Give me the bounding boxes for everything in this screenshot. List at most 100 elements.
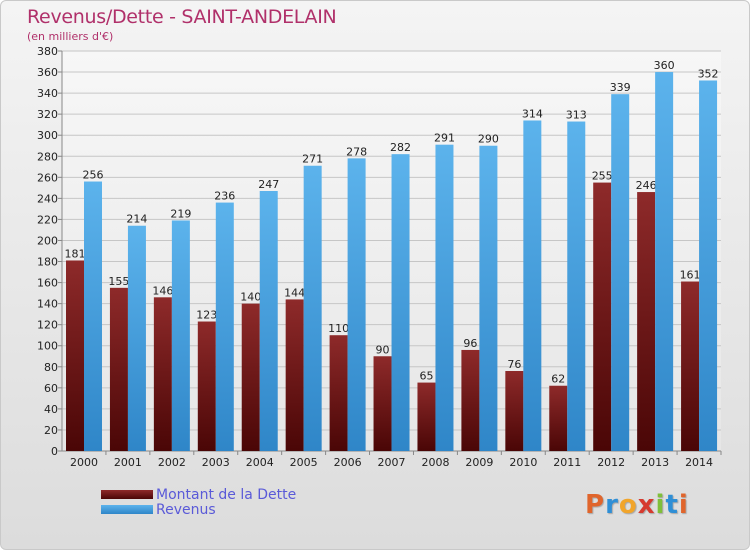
y-tick-label: 120 — [37, 319, 58, 332]
x-tick-label-2005: 2005 — [290, 456, 318, 469]
data-label-revenus-2009: 290 — [478, 133, 499, 146]
y-tick-label: 140 — [37, 298, 58, 311]
x-tick-label-2004: 2004 — [246, 456, 274, 469]
bar-revenus-2014 — [699, 80, 718, 451]
data-label-revenus-2008: 291 — [434, 132, 455, 145]
bar-revenus-2007 — [391, 154, 410, 451]
logo-letter: x — [637, 490, 656, 520]
bar-dette-2013 — [637, 192, 656, 452]
data-label-revenus-2011: 313 — [566, 109, 587, 122]
y-tick-label: 280 — [37, 150, 58, 163]
proxiti-logo: Proxiti — [585, 490, 689, 520]
bar-dette-2010 — [505, 371, 524, 451]
data-label-revenus-2002: 219 — [170, 207, 191, 220]
y-tick-label: 380 — [37, 45, 58, 58]
legend-swatch-revenus — [101, 505, 153, 514]
data-label-dette-2012: 255 — [592, 170, 613, 183]
x-tick-label-2003: 2003 — [202, 456, 230, 469]
data-label-revenus-2001: 214 — [126, 213, 147, 226]
bar-dette-2003 — [197, 321, 216, 451]
x-tick-label-2006: 2006 — [334, 456, 362, 469]
data-label-dette-2011: 62 — [551, 373, 565, 386]
y-tick-label: 180 — [37, 256, 58, 269]
data-label-revenus-2010: 314 — [522, 107, 543, 120]
data-label-revenus-2004: 247 — [258, 178, 279, 191]
bar-dette-2005 — [285, 299, 304, 451]
data-label-revenus-2014: 352 — [698, 67, 719, 80]
y-tick-label: 220 — [37, 213, 58, 226]
logo-letter: r — [605, 490, 619, 520]
y-tick-label: 340 — [37, 87, 58, 100]
bar-dette-2014 — [681, 281, 700, 451]
bar-revenus-2000 — [84, 181, 102, 452]
logo-letter: t — [665, 490, 679, 520]
bar-dette-2012 — [593, 182, 612, 451]
y-tick-label: 260 — [37, 171, 58, 184]
y-tick-label: 320 — [37, 108, 58, 121]
y-tick-label: 80 — [44, 361, 58, 374]
bar-revenus-2001 — [127, 225, 146, 451]
data-label-revenus-2003: 236 — [214, 190, 235, 203]
bar-revenus-2011 — [567, 121, 586, 452]
bar-revenus-2006 — [347, 158, 366, 452]
data-label-revenus-2006: 278 — [346, 145, 367, 158]
data-label-dette-2001: 155 — [108, 275, 129, 288]
data-label-dette-2003: 123 — [196, 309, 217, 322]
y-tick-label: 100 — [37, 340, 58, 353]
legend-label-revenus: Revenus — [156, 502, 216, 518]
data-label-revenus-2012: 339 — [610, 81, 631, 94]
data-label-dette-2007: 90 — [376, 343, 390, 356]
bar-dette-2000 — [66, 260, 84, 451]
x-tick-label-2008: 2008 — [421, 456, 449, 469]
data-label-dette-2005: 144 — [284, 286, 305, 299]
bar-dette-2004 — [241, 303, 260, 451]
bar-dette-2002 — [153, 297, 172, 451]
data-label-revenus-2007: 282 — [390, 141, 411, 154]
chart-title: Revenus/Dette - SAINT-ANDELAIN — [27, 6, 337, 28]
bar-dette-2001 — [109, 287, 128, 451]
x-tick-label-2014: 2014 — [685, 456, 713, 469]
bar-revenus-2008 — [435, 144, 454, 451]
bar-revenus-2005 — [303, 165, 322, 451]
bar-revenus-2009 — [479, 145, 498, 451]
legend-label-dette: Montant de la Dette — [156, 487, 297, 503]
bar-revenus-2010 — [523, 120, 542, 451]
y-tick-label: 0 — [51, 445, 58, 458]
x-tick-label-2009: 2009 — [465, 456, 493, 469]
x-tick-label-2002: 2002 — [158, 456, 186, 469]
x-tick-label-2011: 2011 — [553, 456, 581, 469]
x-tick-label-2010: 2010 — [509, 456, 537, 469]
bar-revenus-2003 — [215, 202, 234, 451]
y-tick-label: 300 — [37, 129, 58, 142]
y-tick-label: 240 — [37, 192, 58, 205]
data-label-revenus-2005: 271 — [302, 153, 323, 166]
data-label-dette-2004: 140 — [240, 291, 261, 304]
bar-revenus-2004 — [259, 191, 278, 451]
data-label-dette-2002: 146 — [152, 284, 173, 297]
data-label-dette-2010: 76 — [507, 358, 521, 371]
bar-revenus-2013 — [655, 72, 674, 451]
data-label-revenus-2013: 360 — [654, 59, 675, 72]
y-tick-label: 60 — [44, 382, 58, 395]
y-tick-label: 200 — [37, 234, 58, 247]
data-label-dette-2014: 161 — [680, 269, 701, 282]
bar-revenus-2012 — [611, 94, 630, 451]
logo-letter: P — [585, 490, 606, 520]
data-label-dette-2013: 246 — [636, 179, 657, 192]
logo-letter: o — [618, 490, 638, 520]
data-label-dette-2008: 65 — [419, 370, 433, 383]
data-label-dette-2000: 181 — [65, 247, 86, 260]
legend-swatch-dette — [101, 490, 153, 499]
bar-dette-2009 — [461, 349, 480, 451]
bar-dette-2007 — [373, 356, 392, 451]
x-tick-label-2007: 2007 — [378, 456, 406, 469]
y-tick-label: 40 — [44, 403, 58, 416]
logo-letter: i — [655, 490, 666, 520]
bar-dette-2006 — [329, 335, 348, 451]
chart-subtitle: (en milliers d'€) — [27, 30, 114, 43]
data-label-dette-2006: 110 — [328, 322, 349, 335]
y-tick-label: 20 — [44, 424, 58, 437]
y-tick-label: 160 — [37, 277, 58, 290]
